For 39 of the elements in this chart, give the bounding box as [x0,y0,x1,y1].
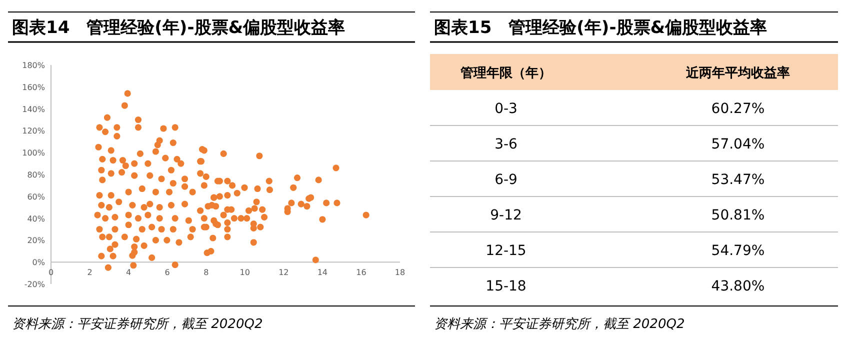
x-tick-label: 12 [278,268,289,278]
x-tick-label: 14 [317,268,328,278]
category-label: 9-12 [490,207,522,224]
data-label: 43.80% [711,278,765,294]
x-tick-label: 16 [356,268,366,278]
y-tick-label: 140% [22,104,46,114]
y-tick-label: 160% [22,82,46,92]
text: 管理年限（年） [460,66,552,81]
y-tick-label: 60% [27,192,46,202]
y-tick-label: 0% [32,258,46,268]
x-tick-label: 6 [164,268,170,278]
category-label: 0-3 [494,100,518,117]
data-label: 54.79% [711,242,765,259]
y-tick-label: 100% [22,148,46,158]
y-tick-label: 40% [27,214,46,224]
category-label: 15-18 [486,278,526,294]
x-tick-label: 2 [87,268,92,278]
category-label: 6-9 [494,172,518,188]
category-label: 12-15 [486,242,526,259]
text: 资料来源：平安证券研究所，截至 2020Q2 [434,316,685,332]
x-tick-label: 8 [204,268,209,278]
data-label: 60.27% [711,100,765,117]
chart-title: 图表14 管理经验(年)-股票&偏股型收益率 [12,18,346,38]
y-tick-label: 120% [22,126,46,136]
text: 近两年平均收益率 [685,65,790,81]
y-tick-label: 180% [22,61,46,70]
x-tick-label: 10 [240,268,250,278]
category-label: 3-6 [494,136,518,152]
y-tick-label: 20% [27,236,46,246]
data-label: 57.04% [711,136,765,152]
x-tick-label: 18 [394,268,406,278]
y-tick-label: -20% [24,280,46,289]
data-label: 50.81% [711,207,765,224]
text: 图表15 管理经验(年)-股票&偏股型收益率 [434,18,768,38]
data-label: 53.47% [711,172,765,188]
x-tick-label: 4 [126,268,132,278]
y-tick-label: 80% [27,170,46,180]
x-tick-label: 0 [48,268,54,278]
text: 资料来源：平安证券研究所，截至 2020Q2 [12,316,263,332]
